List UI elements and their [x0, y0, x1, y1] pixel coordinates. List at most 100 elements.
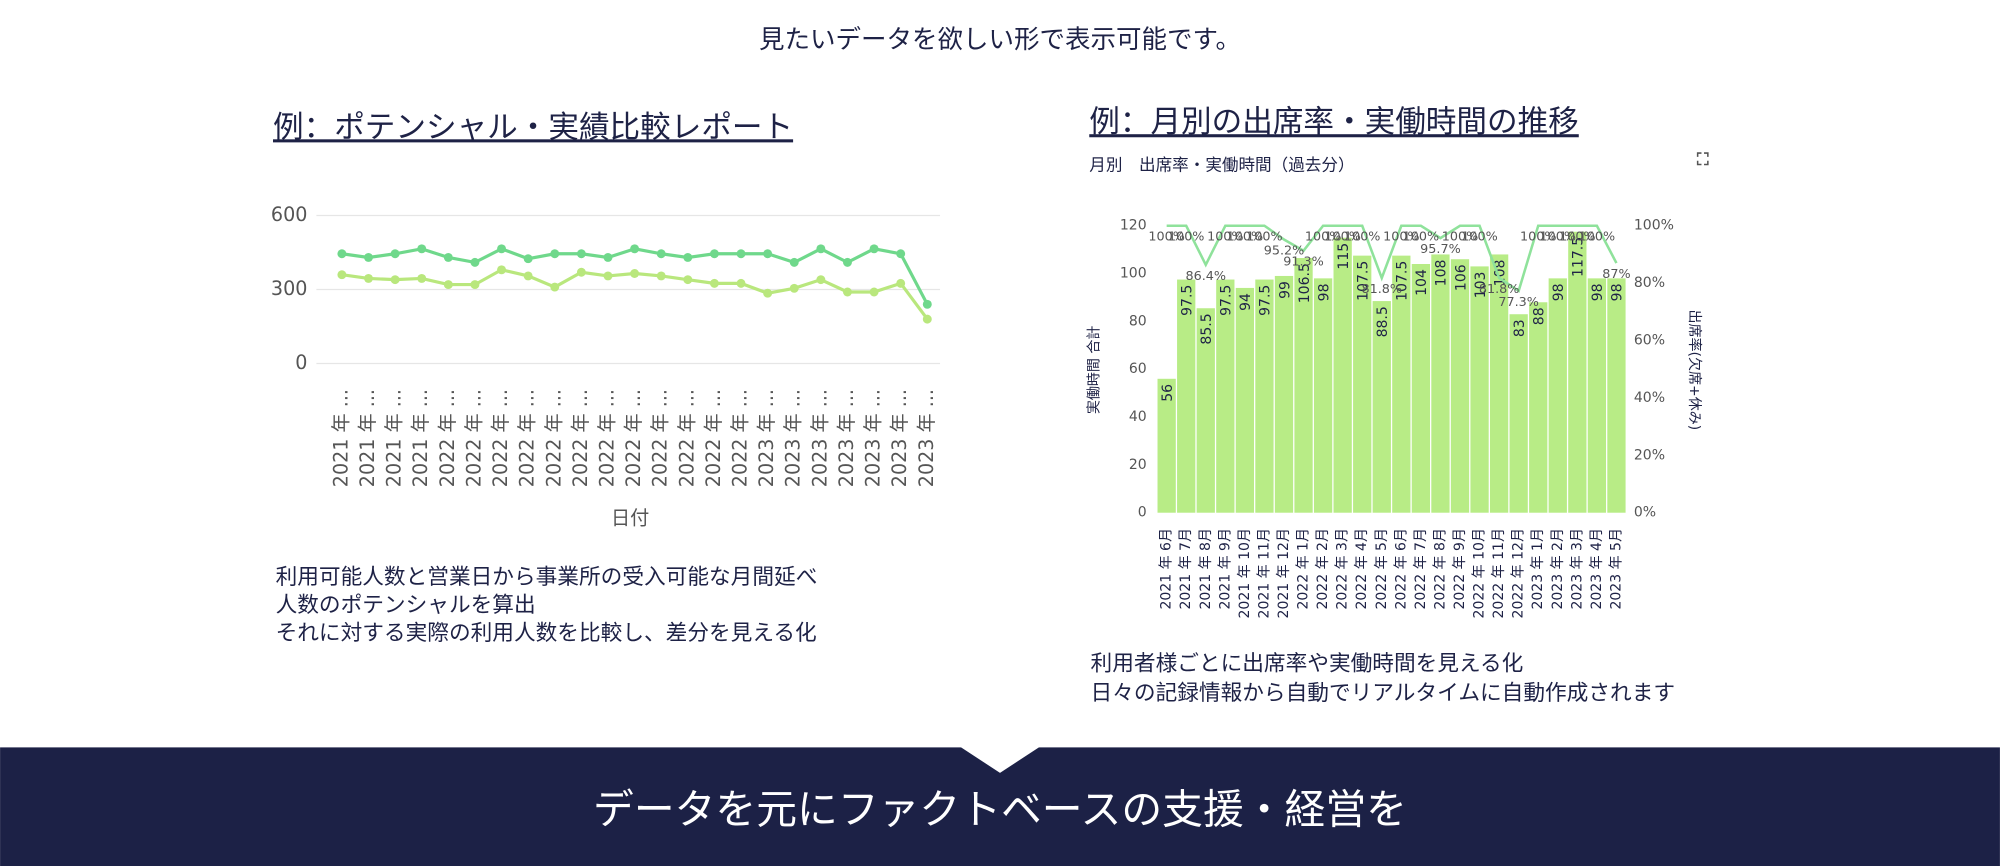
bar-label: 88	[1531, 307, 1547, 325]
x-tick-label: 2022 年 ...	[675, 389, 698, 487]
bar	[1294, 258, 1313, 513]
point	[683, 275, 693, 285]
x-tick-label: 2022 年 ...	[542, 389, 565, 487]
point	[869, 244, 879, 254]
line-label: 100%	[1403, 230, 1439, 245]
line-label: 100%	[1305, 230, 1341, 245]
line-label: 100%	[1442, 230, 1478, 245]
bar-label: 107.5	[1355, 261, 1371, 301]
y2-tick-label: 20%	[1634, 447, 1665, 463]
bar	[1489, 254, 1509, 513]
point	[922, 314, 932, 324]
bar-label: 107.5	[1395, 261, 1411, 301]
caption: 人数のポテンシャルを算出	[276, 593, 536, 618]
bar-label: 99	[1277, 281, 1293, 299]
point	[763, 249, 773, 259]
line-label: 100%	[1148, 230, 1184, 245]
point	[896, 249, 906, 259]
x-tick-label: 2023 年 ...	[862, 389, 885, 487]
bar	[1177, 279, 1196, 513]
line-label: 100%	[1168, 230, 1204, 245]
y-tick-label: 600	[271, 203, 308, 226]
line-label: 100%	[1227, 230, 1263, 245]
line-label: 100%	[1559, 230, 1595, 245]
point	[523, 254, 533, 264]
point	[390, 249, 400, 259]
point	[683, 252, 693, 262]
y2-tick-label: 40%	[1634, 390, 1665, 406]
x-tick-label: 2022 年 ...	[569, 389, 592, 487]
line-label: 100%	[1207, 230, 1243, 245]
y-tick-label: 0	[295, 351, 307, 374]
y-axis-label: 実働時間 合計	[1086, 326, 1102, 415]
bar-label: 97.5	[1219, 285, 1235, 316]
expand-icon[interactable]	[1696, 152, 1709, 166]
y2-tick-label: 0%	[1634, 505, 1656, 521]
line-label: 77.3%	[1498, 295, 1539, 310]
x-tick-label: 2023 年 ...	[835, 389, 858, 487]
y-tick-label: 80	[1129, 313, 1147, 329]
bar	[1196, 308, 1215, 513]
bar-label: 56	[1160, 384, 1176, 402]
point	[364, 273, 373, 283]
heading: 例：月別の出席率・実働時間の推移	[1089, 105, 1579, 140]
point	[736, 278, 746, 288]
line-label: 100%	[1324, 230, 1360, 245]
x-tick-label: 2023 年 1月	[1530, 528, 1546, 610]
point	[576, 249, 586, 259]
banner-text: データを元にファクトベースの支援・経営を	[593, 785, 1407, 833]
point	[656, 271, 666, 281]
x-tick-label: 2022 年 ...	[702, 389, 725, 487]
bar-label: 94	[1238, 293, 1254, 311]
caption: それに対する実際の利用人数を比較し、差分を見える化	[276, 621, 817, 646]
x-tick-label: 2022 年 9月	[1452, 528, 1468, 610]
y-tick-label: 300	[271, 277, 308, 300]
bar	[1411, 264, 1431, 513]
x-tick-label: 2022 年 ...	[649, 389, 672, 487]
x-tick-label: 2021 年 12月	[1276, 528, 1292, 618]
x-tick-label: 2023 年 ...	[888, 389, 911, 487]
line-label: 81.8%	[1479, 282, 1520, 297]
bar	[1274, 275, 1294, 513]
line-label: 87%	[1602, 267, 1630, 282]
x-tick-label: 2022 年 11月	[1491, 528, 1507, 618]
x-tick-label: 2021 年 ...	[329, 389, 352, 487]
point	[550, 249, 560, 259]
x-tick-label: 2021 年 ...	[383, 389, 406, 487]
point	[443, 280, 453, 290]
y2-tick-label: 60%	[1634, 333, 1665, 349]
point	[470, 257, 480, 267]
x-tick-label: 2022 年 ...	[436, 389, 459, 487]
heading: 例：ポテンシャル・実績比較レポート	[273, 110, 793, 145]
point	[763, 288, 773, 298]
bar-label: 88.5	[1375, 306, 1391, 337]
x-tick-label: 2022 年 ...	[595, 389, 618, 487]
point	[896, 278, 906, 288]
x-tick-label: 2023 年 ...	[782, 389, 805, 487]
x-tick-label: 2023 年 ...	[915, 389, 938, 487]
x-tick-label: 2022 年 ...	[729, 389, 752, 487]
bar-label: 98	[1610, 283, 1626, 301]
x-tick-label: 2022 年 8月	[1432, 528, 1448, 610]
bar	[1372, 301, 1391, 513]
line-label: 100%	[1383, 230, 1419, 245]
x-tick-label: 2022 年 ...	[462, 389, 485, 487]
bar	[1431, 254, 1450, 513]
bar	[1587, 278, 1607, 513]
point	[497, 244, 507, 254]
caption: 利用者様ごとに出席率や実働時間を見える化	[1091, 651, 1524, 676]
point	[709, 278, 719, 288]
x-tick-label: 2023 年 3月	[1569, 528, 1585, 610]
caption: 日々の記録情報から自動でリアルタイムに自動作成されます	[1091, 681, 1676, 706]
point	[497, 265, 507, 275]
line	[1166, 224, 1618, 293]
y-tick-label: 60	[1129, 361, 1147, 377]
y2-tick-label: 100%	[1634, 218, 1674, 234]
bar-label: 115	[1336, 243, 1352, 270]
point	[337, 270, 347, 280]
point	[630, 244, 640, 254]
bar-label: 117.5	[1571, 237, 1587, 277]
x-tick-label: 2023 年 ...	[808, 389, 831, 487]
bar	[1450, 259, 1470, 513]
point	[869, 287, 879, 297]
